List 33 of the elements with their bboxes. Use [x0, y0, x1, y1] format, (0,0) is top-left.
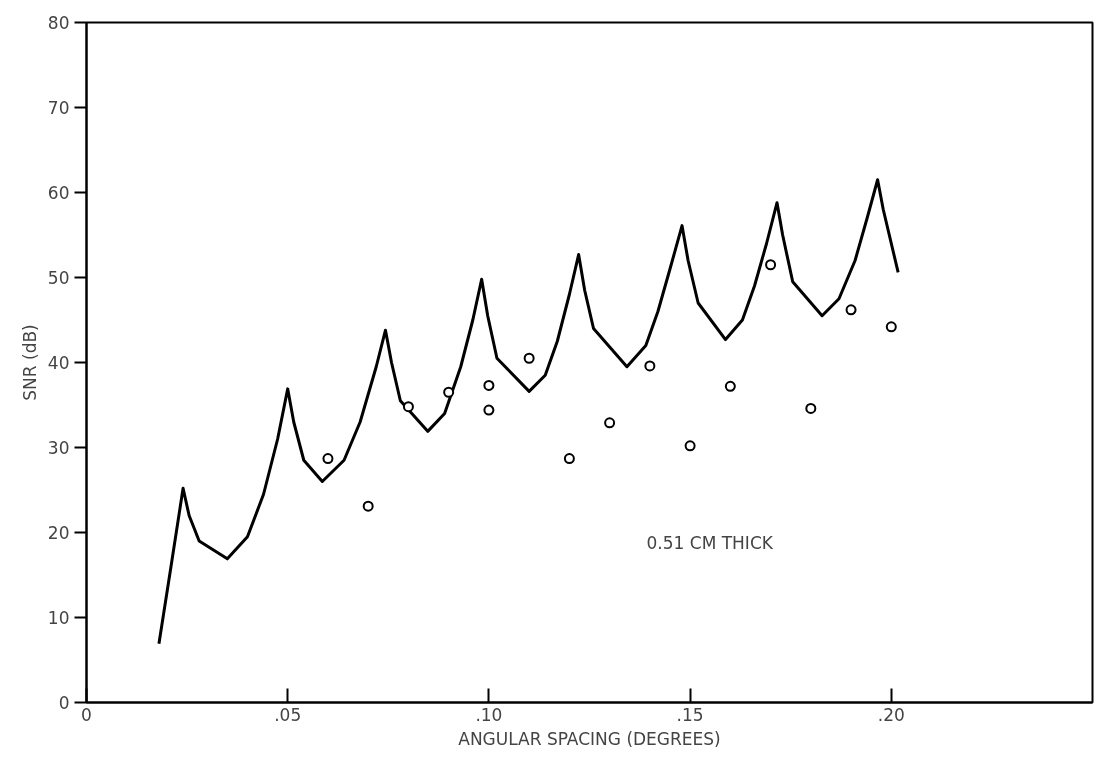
- point: [443, 386, 455, 398]
- line-series: [157, 178, 900, 646]
- y-tick-label: 40: [47, 353, 70, 373]
- annotation: 0.51 CM THICK: [646, 532, 774, 553]
- point: [885, 321, 897, 333]
- point: [684, 440, 696, 452]
- point: [805, 402, 817, 414]
- x-tick-label: 0: [81, 704, 92, 725]
- y-tick-label: 70: [47, 98, 70, 118]
- x-tick-label: .15: [676, 704, 704, 725]
- point: [362, 500, 374, 512]
- point: [724, 380, 736, 392]
- y-tick-label: 20: [47, 523, 70, 543]
- y-axis-title: SNR (dB): [19, 324, 40, 401]
- x-axis-title: ANGULAR SPACING (DEGREES): [458, 728, 721, 749]
- point: [402, 401, 414, 413]
- point: [765, 259, 777, 271]
- point: [604, 417, 616, 429]
- x-tick-label: .05: [274, 704, 302, 725]
- point: [845, 304, 857, 316]
- y-tick-label: 50: [47, 268, 70, 288]
- point: [483, 404, 495, 416]
- y-tick-label: 30: [47, 438, 70, 458]
- point: [563, 453, 575, 465]
- x-tick-label: .20: [877, 704, 905, 725]
- y-tick-label: 80: [47, 13, 70, 33]
- point: [483, 379, 495, 391]
- point: [644, 360, 656, 372]
- y-tick-label: 60: [47, 183, 70, 203]
- point: [523, 352, 535, 364]
- y-tick-label: 10: [47, 608, 70, 628]
- x-tick-label: .10: [475, 704, 503, 725]
- point: [322, 453, 334, 465]
